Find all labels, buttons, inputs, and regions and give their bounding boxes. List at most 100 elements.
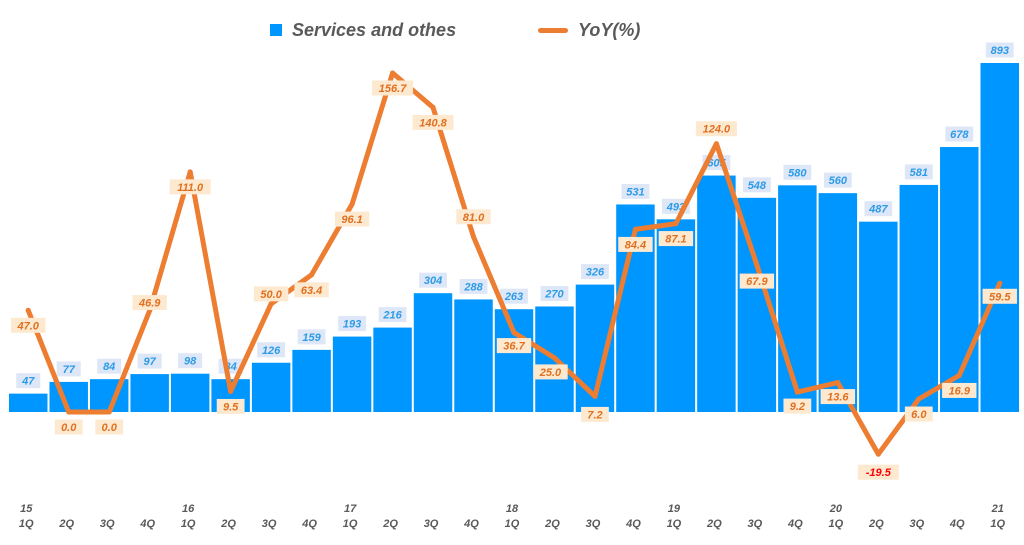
bar-value-label: 326 xyxy=(581,264,609,280)
svg-text:36.7: 36.7 xyxy=(503,341,525,353)
svg-text:270: 270 xyxy=(544,288,564,300)
yoy-value-label: 0.0 xyxy=(95,419,124,435)
bar-value-label: 581 xyxy=(904,164,933,180)
bar xyxy=(373,327,412,412)
svg-text:96.1: 96.1 xyxy=(341,214,362,226)
bar xyxy=(899,184,939,412)
x-year-label: 15 xyxy=(20,503,33,515)
yoy-point xyxy=(309,272,315,278)
bar xyxy=(332,336,372,412)
legend-line-swatch xyxy=(538,27,568,33)
yoy-value-label: 16.9 xyxy=(942,382,977,398)
yoy-point xyxy=(592,393,598,399)
yoy-value-label: 0.0 xyxy=(54,419,83,435)
x-quarter-label: 1Q xyxy=(505,518,520,530)
svg-text:98: 98 xyxy=(184,356,197,368)
x-quarter-label: 1Q xyxy=(828,518,843,530)
svg-text:97: 97 xyxy=(144,356,157,368)
svg-text:126: 126 xyxy=(262,345,281,357)
bar-value-label: 84 xyxy=(97,358,122,374)
x-quarter-label: 3Q xyxy=(586,518,601,530)
svg-text:63.4: 63.4 xyxy=(301,285,322,297)
svg-text:9.2: 9.2 xyxy=(790,401,805,413)
svg-text:6.0: 6.0 xyxy=(911,409,927,421)
yoy-point xyxy=(25,307,31,313)
x-quarter-label: 2Q xyxy=(382,518,398,530)
bar xyxy=(454,299,493,412)
svg-text:-19.5: -19.5 xyxy=(866,467,892,479)
svg-text:304: 304 xyxy=(424,275,442,287)
bar-value-label: 560 xyxy=(823,172,852,188)
svg-text:263: 263 xyxy=(504,291,523,303)
yoy-point xyxy=(794,389,800,395)
yoy-value-label: -19.5 xyxy=(857,464,899,480)
yoy-point xyxy=(754,262,760,268)
yoy-point xyxy=(551,355,557,361)
svg-text:25.0: 25.0 xyxy=(539,367,562,379)
x-year-label: 19 xyxy=(668,503,681,515)
svg-text:81.0: 81.0 xyxy=(463,212,485,224)
yoy-value-label: 124.0 xyxy=(695,121,737,137)
x-quarter-label: 1Q xyxy=(667,518,682,530)
yoy-point xyxy=(916,396,922,402)
svg-text:548: 548 xyxy=(748,180,767,192)
yoy-value-label: 111.0 xyxy=(169,179,211,195)
svg-text:47.0: 47.0 xyxy=(17,320,40,332)
bar-value-label: 548 xyxy=(742,177,771,193)
x-quarter-label: 3Q xyxy=(100,518,115,530)
svg-text:16.9: 16.9 xyxy=(949,385,971,397)
x-quarter-label: 4Q xyxy=(625,518,641,530)
legend-bar-swatch xyxy=(270,24,282,36)
yoy-point xyxy=(713,141,719,147)
svg-text:159: 159 xyxy=(302,332,321,344)
yoy-point xyxy=(430,104,436,110)
x-quarter-label: 1Q xyxy=(19,518,34,530)
svg-text:84.4: 84.4 xyxy=(625,239,646,251)
x-quarter-label: 3Q xyxy=(424,518,439,530)
svg-text:77: 77 xyxy=(63,364,76,376)
x-year-label: 16 xyxy=(182,503,195,515)
x-year-label: 21 xyxy=(991,503,1004,515)
yoy-point xyxy=(511,330,517,336)
bar-value-label: 47 xyxy=(16,373,41,389)
x-quarter-label: 2Q xyxy=(544,518,560,530)
bar xyxy=(697,175,736,412)
yoy-value-label: 7.2 xyxy=(581,406,609,422)
x-quarter-label: 4Q xyxy=(463,518,479,530)
yoy-value-label: 59.5 xyxy=(982,288,1017,304)
bar xyxy=(130,374,169,412)
yoy-point xyxy=(106,409,112,415)
svg-text:7.2: 7.2 xyxy=(587,409,602,421)
yoy-value-label: 9.5 xyxy=(216,398,245,414)
yoy-point xyxy=(673,221,679,227)
yoy-value-label: 36.7 xyxy=(496,338,532,354)
legend-services: Services and othes xyxy=(270,18,456,42)
svg-text:59.5: 59.5 xyxy=(989,291,1011,303)
yoy-point xyxy=(997,280,1003,286)
yoy-value-label: 156.7 xyxy=(372,80,414,96)
legend-yoy: YoY(%) xyxy=(538,18,640,42)
svg-text:560: 560 xyxy=(829,175,848,187)
svg-text:580: 580 xyxy=(788,167,807,179)
bar-value-label: 531 xyxy=(621,183,650,199)
yoy-point xyxy=(349,201,355,207)
yoy-value-label: 63.4 xyxy=(294,282,329,298)
bar-value-label: 487 xyxy=(864,201,893,217)
x-year-label: 17 xyxy=(344,503,357,515)
x-quarter-label: 1Q xyxy=(181,518,196,530)
bar-value-label: 270 xyxy=(540,285,569,301)
bar-value-label: 304 xyxy=(419,272,447,288)
bar-value-label: 263 xyxy=(500,288,528,304)
svg-text:124.0: 124.0 xyxy=(703,124,731,136)
bar xyxy=(940,147,979,412)
x-quarter-label: 4Q xyxy=(787,518,803,530)
yoy-value-label: 9.2 xyxy=(783,398,812,414)
bar-value-label: 98 xyxy=(178,353,203,369)
svg-text:581: 581 xyxy=(910,167,928,179)
bar xyxy=(9,393,48,412)
bar-value-label: 893 xyxy=(985,42,1014,58)
x-quarter-label: 3Q xyxy=(262,518,277,530)
yoy-value-label: 140.8 xyxy=(412,114,454,130)
x-quarter-label: 1Q xyxy=(990,518,1005,530)
bar xyxy=(818,193,858,412)
